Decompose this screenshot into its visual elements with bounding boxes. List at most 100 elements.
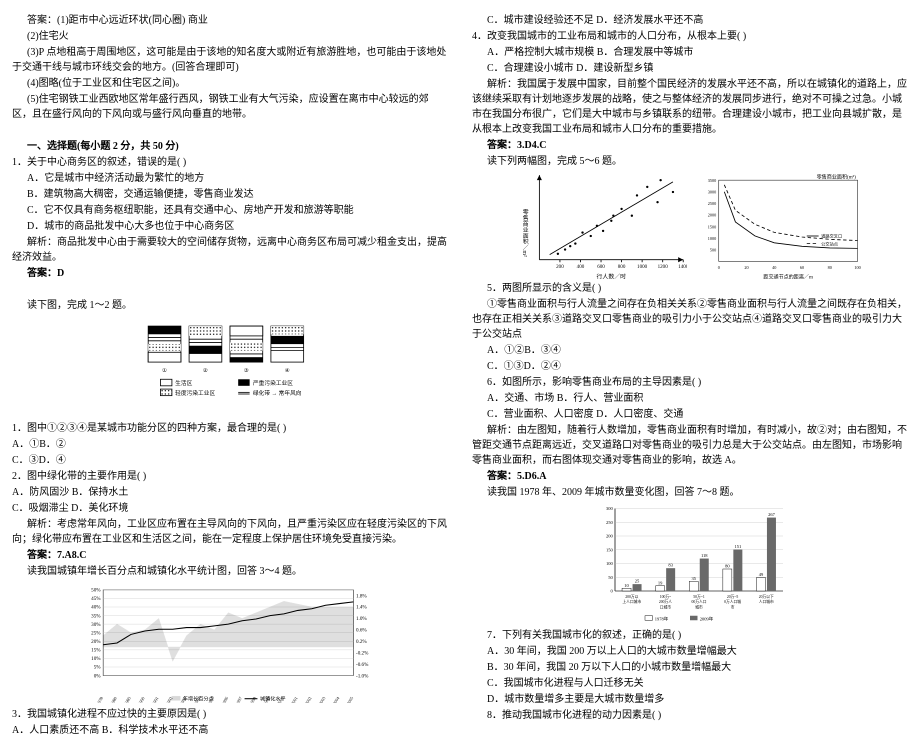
svg-text:公交站点: 公交站点 xyxy=(821,240,838,247)
svg-text:49: 49 xyxy=(759,572,764,577)
option: C．③D．④ xyxy=(12,453,448,468)
option: C．①③D．②④ xyxy=(472,359,908,374)
svg-text:500: 500 xyxy=(710,247,716,252)
svg-text:零售商业面积(m²): 零售商业面积(m²) xyxy=(817,173,857,180)
svg-text:200: 200 xyxy=(606,534,614,539)
svg-text:1500: 1500 xyxy=(708,224,716,229)
option: C．合理建设小城市 D．建设新型乡镇 xyxy=(472,61,908,76)
svg-text:年增长百分点: 年增长百分点 xyxy=(183,694,214,702)
svg-text:2500: 2500 xyxy=(708,201,716,206)
svg-text:①: ① xyxy=(162,367,167,374)
svg-text:50%: 50% xyxy=(91,588,101,594)
svg-text:1.0%: 1.0% xyxy=(356,616,367,622)
svg-text:2004: 2004 xyxy=(332,695,341,703)
svg-text:1.8%: 1.8% xyxy=(356,593,367,599)
answer-line: (2)住宅火 xyxy=(12,29,448,44)
svg-text:人口城市: 人口城市 xyxy=(759,599,774,604)
option: B．30 年间，我国 20 万以下人口的小城市数量增幅最大 xyxy=(472,660,908,675)
svg-text:口城市: 口城市 xyxy=(660,604,672,609)
svg-text:83: 83 xyxy=(668,563,673,568)
answer: 答案：3.D4.C xyxy=(472,138,908,153)
explanation: 解析：我国属于发展中国家，目前整个国民经济的发展水平还不高，所以在城镇化的道路上… xyxy=(472,77,908,137)
option: D．城市的商品批发中心大多也位于中心商务区 xyxy=(12,219,448,234)
svg-text:绿化带 → 常年风向: 绿化带 → 常年风向 xyxy=(253,389,302,397)
svg-text:1990: 1990 xyxy=(137,696,146,703)
option: C．营业面积、人口密度 D．人口密度、交通 xyxy=(472,407,908,422)
option: A．严格控制大城市规模 B．合理发展中等城市 xyxy=(472,45,908,60)
option: A．①②B．③④ xyxy=(472,343,908,358)
svg-text:距交通节点的距离／m: 距交通节点的距离／m xyxy=(763,273,813,280)
page: 答案：(1)距市中心远近环状(同心圈) 商业 (2)住宅火 (3)P 点地租高于… xyxy=(12,12,908,739)
explanation: 解析：由左图知，随着行人数增加，零售商业面积有时增加，有时减小，故②对；由右图知… xyxy=(472,423,908,468)
svg-text:0: 0 xyxy=(718,265,720,270)
svg-text:1998: 1998 xyxy=(248,696,257,703)
svg-text:35%: 35% xyxy=(91,613,101,619)
option: A．交通、市场 B．行人、营业面积 xyxy=(472,391,908,406)
svg-text:100: 100 xyxy=(854,265,860,270)
svg-text:20: 20 xyxy=(744,265,748,270)
answer: 答案：7.A8.C xyxy=(12,548,448,563)
svg-text:②: ② xyxy=(203,367,208,374)
svg-text:80: 80 xyxy=(725,564,730,569)
svg-text:1980: 1980 xyxy=(109,696,118,703)
svg-text:60: 60 xyxy=(800,265,804,270)
option: C．城市建设经验还不足 D．经济发展水平还不高 xyxy=(472,13,908,28)
svg-text:1985: 1985 xyxy=(123,696,132,703)
option: A．它是城市中经济活动最为繁忙的地方 xyxy=(12,171,448,186)
svg-text:3500: 3500 xyxy=(708,178,716,183)
svg-text:267: 267 xyxy=(768,512,776,517)
svg-text:10%: 10% xyxy=(91,656,101,662)
svg-text:0.6%: 0.6% xyxy=(356,628,367,634)
svg-text:0.2%: 0.2% xyxy=(356,639,367,645)
svg-text:2001: 2001 xyxy=(290,696,299,703)
svg-text:19: 19 xyxy=(658,580,663,585)
svg-text:80: 80 xyxy=(828,265,832,270)
svg-text:1.4%: 1.4% xyxy=(356,605,367,611)
svg-text:600: 600 xyxy=(597,264,605,270)
section-title: 一、选择题(每小题 2 分，共 50 分) xyxy=(12,139,448,154)
figure-caption: 读我国 1978 年、2009 年城市数量变化图，回答 7～8 题。 xyxy=(472,485,908,500)
svg-text:3000: 3000 xyxy=(708,189,716,194)
question: 1．图中①②③④是某城市功能分区的四种方案，最合理的是( ) xyxy=(12,421,448,436)
svg-text:200万人: 200万人 xyxy=(659,599,672,604)
svg-text:1000: 1000 xyxy=(708,236,716,241)
option: A．①B．② xyxy=(12,437,448,452)
option: B．建筑物高大稠密，交通运输便捷，零售商业发达 xyxy=(12,187,448,202)
option: C．我国城市化进程与人口迁移无关 xyxy=(472,676,908,691)
svg-text:0%: 0% xyxy=(94,673,102,679)
svg-text:200万以: 200万以 xyxy=(625,594,638,599)
svg-text:-0.2%: -0.2% xyxy=(356,650,369,656)
svg-text:轻度污染工业区: 轻度污染工业区 xyxy=(175,389,215,397)
svg-text:800: 800 xyxy=(618,264,626,270)
svg-text:20万~5: 20万~5 xyxy=(727,595,739,599)
svg-text:1978年: 1978年 xyxy=(655,615,669,622)
bar-chart: 0501001502002503001025200万以上人口城市1983100万… xyxy=(590,504,790,624)
answer-line: 答案：(1)距市中心远近环状(同心圈) 商业 xyxy=(12,13,448,28)
svg-text:道路交叉口: 道路交叉口 xyxy=(821,233,842,240)
svg-text:150: 150 xyxy=(606,547,614,552)
explanation: 解析：考虑常年风向，工业区应布置在主导风向的下风向，且严重污染区应在轻度污染区的… xyxy=(12,517,448,547)
svg-text:-1.0%: -1.0% xyxy=(356,673,369,679)
svg-text:1978: 1978 xyxy=(95,696,104,703)
question: 3．我国城镇化进程不应过快的主要原因是( ) xyxy=(12,707,448,722)
svg-text:上人口城市: 上人口城市 xyxy=(622,599,641,604)
svg-text:2009年: 2009年 xyxy=(700,615,714,622)
svg-text:1400: 1400 xyxy=(678,264,687,270)
svg-text:0: 0 xyxy=(611,589,614,594)
svg-text:严重污染工业区: 严重污染工业区 xyxy=(253,379,293,387)
svg-text:45%: 45% xyxy=(91,596,101,602)
figure-caption: 读下图，完成 1～2 题。 xyxy=(12,298,448,313)
line-chart: 0%5%10%15%20%25%30%35%40%45%50%-1.0%-0.6… xyxy=(65,583,395,703)
option: D．城市数量增多主要是大城市数量增多 xyxy=(472,692,908,707)
answer-line: (5)住宅钢铁工业西欧地区常年盛行西风，钢铁工业有大气污染，应设置在离市中心较远… xyxy=(12,92,448,122)
svg-text:25: 25 xyxy=(635,579,640,584)
svg-text:40%: 40% xyxy=(91,605,101,611)
svg-text:15%: 15% xyxy=(91,648,101,654)
svg-text:10: 10 xyxy=(624,583,629,588)
svg-text:250: 250 xyxy=(606,520,614,525)
svg-text:118: 118 xyxy=(701,553,708,558)
svg-text:5%: 5% xyxy=(94,665,102,671)
svg-text:100万~: 100万~ xyxy=(660,595,671,599)
svg-text:00万人口: 00万人口 xyxy=(691,599,706,604)
question: 5．两图所显示的含义是( ) xyxy=(472,281,908,296)
